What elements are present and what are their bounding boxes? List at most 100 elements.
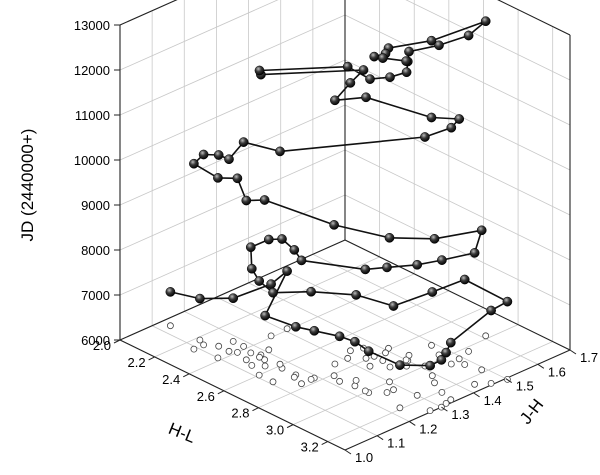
data-point bbox=[486, 305, 496, 316]
floor-gridline bbox=[292, 324, 519, 425]
floor-gridline bbox=[280, 268, 506, 379]
floor-projection-point bbox=[442, 399, 450, 407]
data-point bbox=[254, 276, 265, 286]
floor-projection-point bbox=[455, 355, 463, 363]
floor-projection-point bbox=[431, 379, 438, 387]
tick-layer: 6000 7000 8000 9000 10000 11000 12000 13000 2.0 2… bbox=[74, 18, 598, 465]
floor-projection-point bbox=[426, 407, 434, 415]
floor-projection-point bbox=[215, 342, 223, 350]
floor-projection-point bbox=[307, 375, 315, 383]
axis-edge bbox=[119, 0, 178, 26]
data-point bbox=[446, 122, 457, 133]
data-point bbox=[282, 266, 292, 276]
data-point bbox=[189, 158, 199, 169]
data-point bbox=[363, 346, 374, 357]
floor-projection-point bbox=[482, 332, 490, 340]
axis-edge bbox=[497, 0, 571, 36]
x-axis-title: H-L bbox=[166, 419, 199, 447]
floor-projection-point bbox=[200, 341, 208, 349]
y-tick-label: 1.5 bbox=[516, 379, 534, 394]
data-point bbox=[277, 234, 287, 244]
y-tick-label: 1.6 bbox=[548, 364, 566, 379]
data-point bbox=[377, 53, 388, 63]
wall-gridline bbox=[119, 59, 346, 161]
wall-gridline bbox=[497, 0, 571, 36]
x-tick-mark bbox=[148, 356, 155, 361]
floor-projection-point bbox=[276, 360, 284, 368]
data-point bbox=[437, 255, 447, 265]
wall-gridline bbox=[119, 0, 178, 26]
data-point bbox=[382, 262, 392, 273]
x-tick-label: 2.8 bbox=[231, 406, 249, 421]
trace-layer bbox=[170, 20, 509, 367]
wall-gridline bbox=[344, 194, 571, 306]
data-point bbox=[224, 154, 234, 165]
floor-projection-point bbox=[265, 346, 273, 354]
floor-gridline bbox=[258, 307, 484, 409]
x-tick-mark bbox=[217, 390, 225, 395]
floor-projection-point bbox=[352, 376, 360, 384]
x-tick-mark bbox=[321, 441, 328, 445]
y-tick-label: 1.2 bbox=[419, 421, 437, 436]
data-point bbox=[502, 296, 513, 307]
floor-projection-point bbox=[240, 342, 248, 350]
floor-projection-layer bbox=[166, 322, 511, 415]
z-tick-label: 13000 bbox=[74, 18, 110, 33]
floor-projection-point bbox=[346, 347, 354, 355]
floor-projection-point bbox=[351, 382, 359, 390]
floor-projection-point bbox=[447, 360, 455, 368]
floor-gridline bbox=[151, 325, 378, 437]
data-point bbox=[385, 72, 395, 83]
data-point bbox=[426, 35, 437, 46]
floor-gridline bbox=[189, 273, 415, 375]
data-point bbox=[436, 355, 447, 365]
floor-projection-point bbox=[478, 366, 486, 374]
floor-projection-point bbox=[447, 396, 455, 404]
x-tick-label: 2.6 bbox=[197, 389, 215, 404]
data-point bbox=[246, 263, 257, 274]
floor-gridline bbox=[248, 282, 474, 394]
y-tick-label: 1.4 bbox=[484, 393, 502, 408]
x-tick-mark bbox=[113, 339, 121, 344]
data-point bbox=[459, 274, 470, 285]
data-point bbox=[268, 287, 278, 298]
y-tick-mark bbox=[505, 378, 512, 383]
floor-projection-point bbox=[225, 347, 233, 355]
data-point bbox=[426, 112, 437, 123]
data-point bbox=[238, 137, 249, 147]
data-point bbox=[266, 279, 276, 289]
floor-projection-point bbox=[290, 373, 298, 381]
data-point bbox=[401, 67, 412, 78]
data-point bbox=[384, 232, 395, 243]
data-point bbox=[195, 293, 205, 304]
floor-projection-point bbox=[214, 354, 222, 362]
data-point bbox=[245, 242, 256, 253]
data-point bbox=[350, 336, 360, 347]
floor-projection-point bbox=[255, 371, 263, 379]
floor-projection-point bbox=[461, 361, 469, 368]
floor-projection-point bbox=[267, 332, 275, 340]
axis-edge bbox=[344, 239, 571, 351]
floor-projection-point bbox=[242, 356, 250, 364]
y-tick-mark bbox=[344, 449, 352, 455]
data-point bbox=[213, 150, 224, 160]
x-tick-label: 2.4 bbox=[162, 372, 180, 387]
data-point bbox=[469, 248, 480, 258]
floor-projection-point bbox=[383, 389, 391, 396]
floor-projection-point bbox=[190, 345, 198, 353]
z-tick-label: 9000 bbox=[81, 198, 110, 213]
data-point bbox=[275, 146, 285, 157]
floor-projection-point bbox=[233, 348, 241, 356]
floor-projection-point bbox=[344, 354, 352, 362]
y-tick-label: 1.3 bbox=[451, 407, 469, 422]
floor-projection-point bbox=[386, 363, 394, 371]
data-point bbox=[289, 245, 300, 255]
data-point bbox=[254, 65, 265, 76]
data-point bbox=[260, 310, 270, 321]
axis-edge bbox=[119, 239, 346, 341]
floor-projection-point bbox=[428, 372, 436, 380]
floor-gridline bbox=[154, 256, 380, 358]
data-point bbox=[259, 195, 270, 205]
z-tick-label: 10000 bbox=[74, 153, 110, 168]
floor-projection-point bbox=[362, 354, 370, 362]
